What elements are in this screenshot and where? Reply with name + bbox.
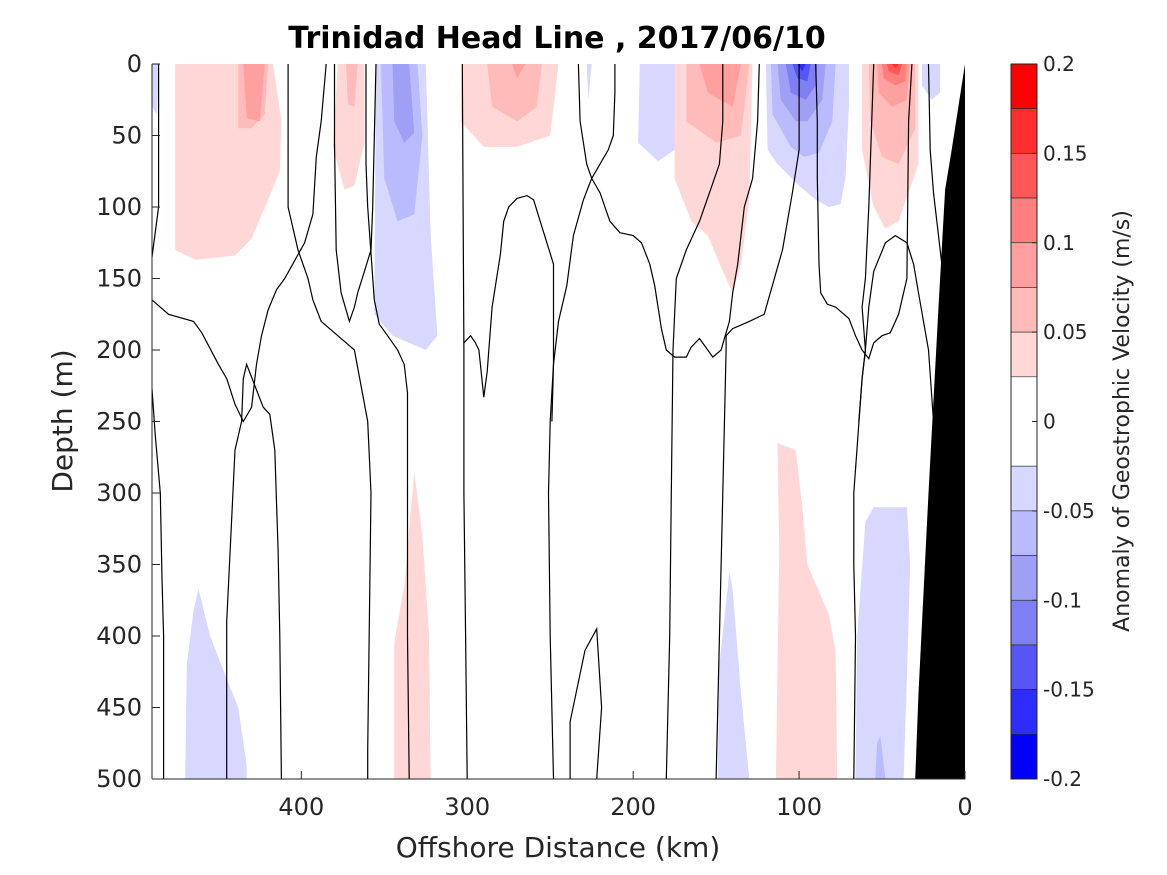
negative-anomaly-region (717, 571, 750, 779)
x-tick-label: 0 (957, 793, 972, 821)
colorbar-tick-label: 0 (1043, 410, 1056, 434)
colorbar-swatch (1010, 644, 1038, 690)
colorbar-swatch (1010, 331, 1038, 378)
colorbar: 0.2 0.15 0.1 0.05 0 -0.05 -0.1 -0.15 -0.2 (1010, 52, 1095, 791)
negative-anomaly-region (921, 64, 941, 100)
zero-contour-line (547, 64, 616, 779)
colorbar-swatch (1010, 242, 1038, 288)
colorbar-tick-label: -0.05 (1043, 499, 1095, 523)
colorbar-swatch (1010, 63, 1038, 109)
x-tick-label: 300 (444, 793, 490, 821)
zero-contour-line (715, 64, 800, 779)
filled-contour-regions (152, 64, 941, 779)
positive-anomaly-region (892, 64, 899, 69)
zero-contour-line (333, 64, 377, 324)
colorbar-swatch (1010, 689, 1038, 735)
y-tick-label: 100 (96, 193, 142, 221)
y-tick-label: 150 (96, 265, 142, 293)
zero-contour-line (461, 64, 468, 779)
chart-title: Trinidad Head Line , 2017/06/10 (288, 21, 825, 56)
negative-anomaly-region (586, 64, 592, 100)
colorbar-tick-label: 0.15 (1043, 141, 1088, 165)
x-tick-label: 100 (776, 793, 822, 821)
colorbar-tick-label: -0.15 (1043, 678, 1095, 702)
negative-anomaly-region (638, 64, 680, 162)
colorbar-tick-label: 0.2 (1043, 52, 1075, 76)
colorbar-swatch (1010, 510, 1038, 556)
negative-anomaly-region (875, 736, 886, 779)
zero-contour-line (287, 64, 372, 779)
y-tick-label: 250 (96, 408, 142, 436)
plot-area (152, 64, 965, 779)
zero-contour-line (665, 64, 724, 779)
positive-anomaly-region (332, 64, 365, 190)
positive-anomaly-region (699, 64, 741, 107)
positive-anomaly-region (887, 64, 902, 76)
y-tick-label: 300 (96, 479, 142, 507)
negative-anomaly-region (152, 64, 159, 115)
colorbar-swatch (1010, 465, 1038, 512)
zero-contour-line (569, 626, 603, 779)
positive-anomaly-region (243, 64, 265, 122)
y-tick-label: 200 (96, 336, 142, 364)
y-tick-label: 450 (96, 694, 142, 722)
y-tick-label: 0 (127, 50, 142, 78)
y-tick-label: 350 (96, 551, 142, 579)
seafloor-topography (915, 64, 965, 779)
colorbar-tick-label: 0.05 (1043, 320, 1088, 344)
colorbar-title: Anomaly of Geostrophic Velocity (m/s) (1110, 210, 1135, 632)
zero-contour-line (152, 388, 165, 779)
y-tick-label: 500 (96, 765, 142, 793)
x-axis: 400 300 200 100 0 (152, 771, 973, 821)
x-tick-label: 400 (278, 793, 324, 821)
zero-contour-line (815, 64, 913, 360)
positive-anomaly-region (346, 64, 358, 107)
y-tick-label: 50 (111, 122, 142, 150)
positive-anomaly-region (394, 471, 431, 779)
positive-anomaly-region (512, 64, 526, 79)
y-tick-label: 400 (96, 622, 142, 650)
x-axis-title: Offshore Distance (km) (396, 831, 721, 864)
colorbar-swatch (1010, 734, 1038, 780)
colorbar-tick-label: -0.1 (1043, 588, 1082, 612)
negative-anomaly-region (392, 64, 415, 143)
colorbar-tick-label: 0.1 (1043, 231, 1075, 255)
colorbar-swatch (1010, 555, 1038, 601)
negative-anomaly-region (185, 588, 247, 779)
positive-anomaly-region (775, 443, 838, 779)
negative-anomaly-region (792, 64, 811, 82)
positive-anomaly-region (487, 64, 542, 122)
seafloor-mask (915, 64, 965, 779)
zero-contour-line (152, 64, 327, 423)
negative-anomaly-region (855, 507, 911, 779)
colorbar-swatch (1010, 153, 1038, 199)
colorbar-tick-label: -0.2 (1043, 767, 1082, 791)
negative-anomaly-region (785, 64, 818, 100)
zero-contour-line (226, 362, 282, 779)
zero-contour-line (577, 64, 760, 358)
colorbar-swatch (1010, 599, 1038, 646)
zero-contour-line (365, 64, 410, 779)
zero-contour-line (463, 194, 555, 422)
y-axis: 0 50 100 150 200 250 300 350 400 450 500 (96, 50, 160, 793)
x-tick-label: 200 (610, 793, 656, 821)
positive-anomaly-region (882, 64, 907, 86)
colorbar-swatch (1010, 287, 1038, 333)
colorbar-swatch (1010, 108, 1038, 154)
y-axis-title: Depth (m) (46, 349, 79, 492)
colorbar-swatch (1010, 197, 1038, 244)
